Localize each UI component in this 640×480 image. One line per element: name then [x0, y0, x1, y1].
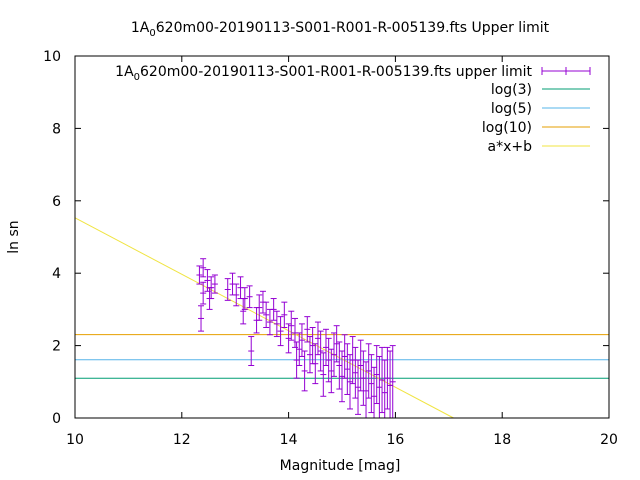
data-point — [376, 355, 383, 419]
data-point — [233, 283, 240, 307]
y-tick-label: 10 — [43, 49, 61, 65]
data-point — [304, 316, 311, 343]
data-point — [266, 308, 273, 336]
data-point — [306, 336, 313, 374]
data-point — [281, 301, 288, 328]
y-tick-label: 8 — [52, 121, 61, 137]
data-point — [273, 310, 280, 338]
data-point — [344, 343, 351, 395]
data-point — [379, 346, 386, 414]
data-point — [246, 285, 253, 309]
y-axis-ticks: 0 2 4 6 8 10 — [43, 49, 609, 427]
data-point — [259, 290, 266, 314]
x-tick-label: 18 — [493, 432, 511, 448]
data-point — [200, 281, 207, 305]
data-point — [285, 323, 292, 354]
legend-label-data: 1A0620m00-20190113-S001-R001-R-005139.ft… — [115, 64, 532, 83]
legend-label-fit: a*x+b — [488, 139, 533, 155]
data-point — [341, 334, 348, 379]
data-point — [314, 321, 321, 356]
data-point — [322, 328, 329, 367]
data-point — [296, 332, 303, 367]
data-point — [389, 345, 396, 419]
x-tick-label: 14 — [280, 432, 298, 448]
data-point — [339, 350, 345, 403]
legend: 1A0620m00-20190113-S001-R001-R-005139.ft… — [115, 64, 591, 155]
data-point — [360, 350, 367, 406]
data-point — [352, 346, 359, 399]
data-point — [240, 298, 247, 325]
data-point — [312, 343, 319, 385]
data-point — [325, 337, 332, 383]
legend-label-log3: log(3) — [491, 82, 532, 98]
legend-sample-data — [541, 67, 591, 75]
x-axis-ticks: 10 12 14 16 18 20 — [66, 56, 618, 448]
data-point — [293, 341, 300, 379]
x-tick-label: 12 — [173, 432, 191, 448]
plot-frame — [74, 55, 610, 419]
data-point — [347, 354, 354, 410]
data-point — [328, 348, 335, 394]
data-point — [200, 258, 207, 278]
plot-clip-group — [74, 217, 609, 419]
data-point — [248, 336, 255, 367]
data-point — [317, 330, 324, 372]
fit-line — [74, 217, 454, 419]
fit-line-group — [74, 217, 454, 419]
data-point — [373, 345, 380, 405]
data-point — [368, 354, 375, 414]
data-point — [263, 301, 270, 328]
data-point — [384, 346, 391, 410]
data-point — [387, 350, 394, 419]
x-tick-label: 20 — [600, 432, 618, 448]
y-tick-label: 0 — [52, 411, 61, 427]
data-point — [309, 327, 316, 365]
y-tick-label: 2 — [52, 339, 61, 355]
data-point — [357, 339, 364, 392]
data-point — [349, 336, 356, 385]
data-points — [196, 258, 396, 419]
chart-title: 1A0620m00-20190113-S001-R001-R-005139.ft… — [131, 20, 550, 39]
data-point — [211, 274, 218, 294]
data-point — [256, 294, 263, 321]
data-point — [288, 310, 295, 341]
data-point — [336, 341, 343, 390]
data-point — [196, 265, 203, 285]
x-tick-label: 10 — [66, 432, 84, 448]
data-point — [320, 352, 327, 397]
data-point — [198, 305, 205, 332]
data-point — [270, 298, 277, 321]
y-tick-label: 6 — [52, 194, 61, 210]
data-point — [330, 332, 337, 377]
y-tick-label: 4 — [52, 266, 61, 282]
data-point — [206, 287, 213, 310]
legend-label-log10: log(10) — [482, 120, 532, 136]
data-point — [365, 343, 372, 399]
y-axis-label: ln sn — [6, 220, 22, 253]
x-axis-label: Magnitude [mag] — [280, 458, 401, 474]
data-point — [333, 325, 340, 363]
data-point — [301, 350, 308, 392]
data-point — [298, 323, 305, 357]
data-point — [224, 278, 231, 301]
data-point — [355, 359, 362, 415]
data-point — [277, 316, 284, 347]
x-tick-label: 16 — [386, 432, 404, 448]
legend-label-log5: log(5) — [491, 101, 532, 117]
